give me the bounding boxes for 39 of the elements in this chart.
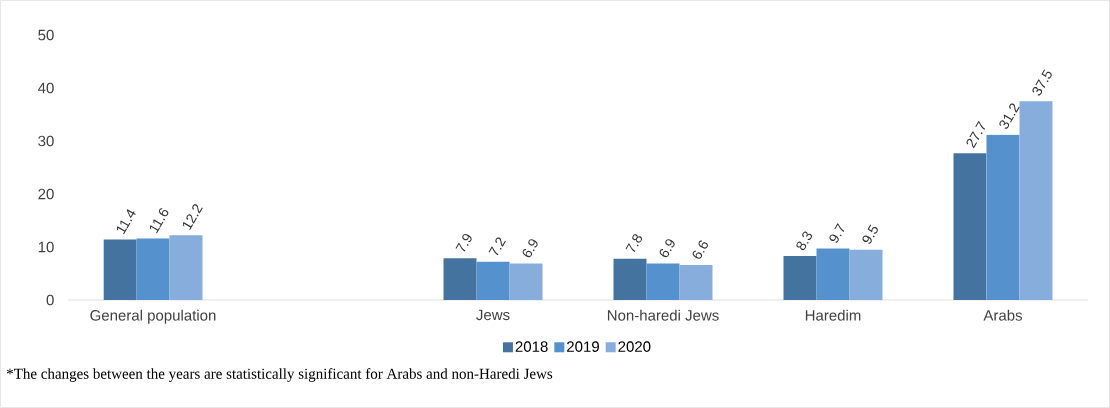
bar <box>613 258 647 300</box>
bar <box>783 256 817 300</box>
data-label: 6.9 <box>522 239 538 258</box>
data-label: 8.3 <box>796 231 812 251</box>
bar <box>476 261 510 300</box>
legend-label: 2019 <box>567 341 599 352</box>
y-tick-label: 10 <box>38 241 54 253</box>
x-tick-label: Haredim <box>805 309 861 321</box>
bar <box>953 153 987 300</box>
x-tick-label: Jews <box>476 309 510 321</box>
x-tick-label: General population <box>90 309 216 324</box>
data-label: 6.9 <box>659 239 675 258</box>
data-label: 9.7 <box>829 223 845 243</box>
y-tick-label: 20 <box>38 188 54 200</box>
bar <box>509 263 543 300</box>
data-label: 9.5 <box>862 224 878 244</box>
data-label: 7.9 <box>455 233 472 252</box>
bar <box>443 258 477 300</box>
text: *The changes between the years are statistically significant for Arabs and non-Haredi Jews <box>6 368 553 382</box>
bar <box>136 238 170 300</box>
x-tick-label: Arabs <box>983 309 1023 321</box>
bar <box>1019 101 1053 300</box>
y-tick-label: 40 <box>38 82 54 94</box>
data-label: 6.6 <box>692 240 708 259</box>
x-tick-label: Non-haredi Jews <box>607 309 719 321</box>
bar <box>103 239 137 300</box>
data-label: 7.2 <box>488 237 506 256</box>
bar <box>986 134 1020 300</box>
bar <box>679 265 713 300</box>
y-tick-label: 0 <box>46 294 54 306</box>
legend-label: 2018 <box>515 341 548 352</box>
bar <box>849 249 883 300</box>
bar <box>169 235 203 300</box>
y-tick-label: 50 <box>38 29 54 41</box>
legend-label: 2020 <box>618 341 651 352</box>
data-label: 7.8 <box>625 234 643 253</box>
bar <box>816 248 850 300</box>
y-tick-label: 30 <box>38 135 54 147</box>
bar <box>646 263 680 300</box>
